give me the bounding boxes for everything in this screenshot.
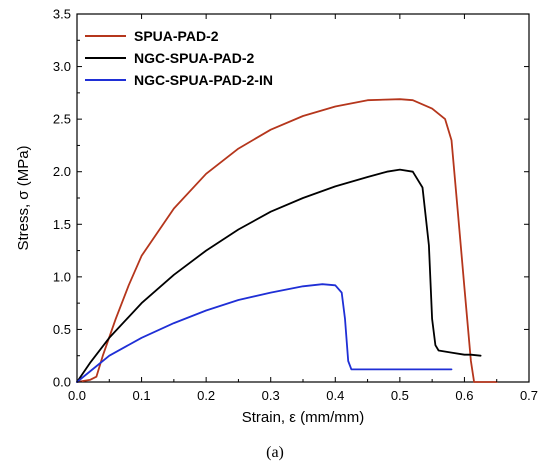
x-tick-label: 0.4 [326, 388, 344, 403]
series-line-0 [76, 98, 498, 383]
series-line-1 [76, 168, 482, 383]
x-tick-label: 0.0 [68, 388, 86, 403]
y-tick-label: 1.5 [53, 217, 71, 232]
legend-label-0: SPUA-PAD-2 [134, 28, 219, 44]
y-tick-label: 2.0 [53, 164, 71, 179]
x-axis-title: Strain, ε (mm/mm) [242, 409, 365, 426]
y-tick-label: 3.5 [53, 7, 71, 22]
legend-label-2: NGC-SPUA-PAD-2-IN [134, 72, 273, 88]
legend-label-1: NGC-SPUA-PAD-2 [134, 50, 255, 66]
figure-caption: (a) [266, 444, 284, 461]
legend: SPUA-PAD-2 NGC-SPUA-PAD-2 NGC-SPUA-PAD-2-I… [85, 28, 273, 88]
plot-area [76, 13, 530, 383]
y-axis-title: Stress, σ (MPa) [15, 145, 32, 250]
y-tick-label: 3.0 [53, 59, 71, 74]
y-tick-label: 2.5 [53, 112, 71, 127]
x-tick-label: 0.1 [133, 388, 151, 403]
x-tick-label: 0.5 [391, 388, 409, 403]
x-tick-label: 0.3 [262, 388, 280, 403]
series-line-2 [76, 283, 453, 383]
ticks-layer: 0.0 0.1 0.2 0.3 0.4 0.5 0.6 0.7 0.0 0.5 1.0 1.5 2.0 2… [53, 7, 538, 404]
y-tick-label: 0.5 [53, 322, 71, 337]
x-tick-label: 0.6 [455, 388, 473, 403]
x-tick-label: 0.2 [197, 388, 215, 403]
x-tick-label: 0.7 [520, 388, 538, 403]
y-tick-label: 1.0 [53, 269, 71, 284]
y-tick-label: 0.0 [53, 375, 71, 390]
